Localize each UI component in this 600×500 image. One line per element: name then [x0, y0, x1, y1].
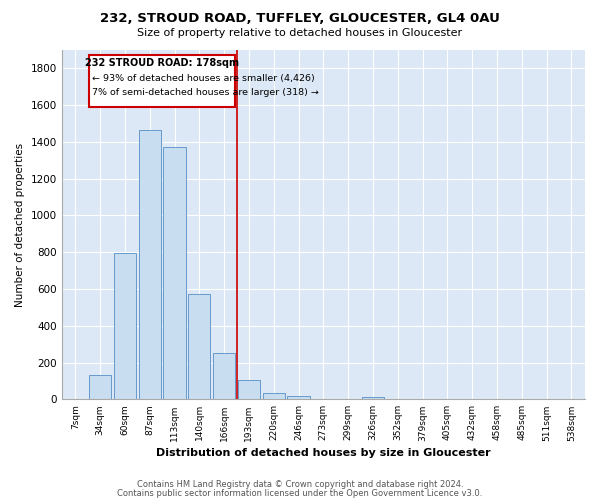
Text: Contains HM Land Registry data © Crown copyright and database right 2024.: Contains HM Land Registry data © Crown c…	[137, 480, 463, 489]
Bar	[287, 396, 310, 400]
Text: 7% of semi-detached houses are larger (318) →: 7% of semi-detached houses are larger (3…	[92, 88, 319, 98]
Bar	[362, 397, 384, 400]
Bar	[263, 393, 285, 400]
Bar	[238, 380, 260, 400]
Text: Contains public sector information licensed under the Open Government Licence v3: Contains public sector information licen…	[118, 488, 482, 498]
Y-axis label: Number of detached properties: Number of detached properties	[15, 142, 25, 306]
Bar	[114, 253, 136, 400]
Text: 232 STROUD ROAD: 178sqm: 232 STROUD ROAD: 178sqm	[85, 58, 239, 68]
X-axis label: Distribution of detached houses by size in Gloucester: Distribution of detached houses by size …	[156, 448, 491, 458]
FancyBboxPatch shape	[89, 54, 235, 107]
Bar	[213, 354, 235, 400]
Text: ← 93% of detached houses are smaller (4,426): ← 93% of detached houses are smaller (4,…	[92, 74, 314, 83]
Bar	[163, 148, 185, 400]
Text: 232, STROUD ROAD, TUFFLEY, GLOUCESTER, GL4 0AU: 232, STROUD ROAD, TUFFLEY, GLOUCESTER, G…	[100, 12, 500, 26]
Bar	[139, 130, 161, 400]
Bar	[188, 294, 211, 400]
Text: Size of property relative to detached houses in Gloucester: Size of property relative to detached ho…	[137, 28, 463, 38]
Bar	[89, 376, 111, 400]
